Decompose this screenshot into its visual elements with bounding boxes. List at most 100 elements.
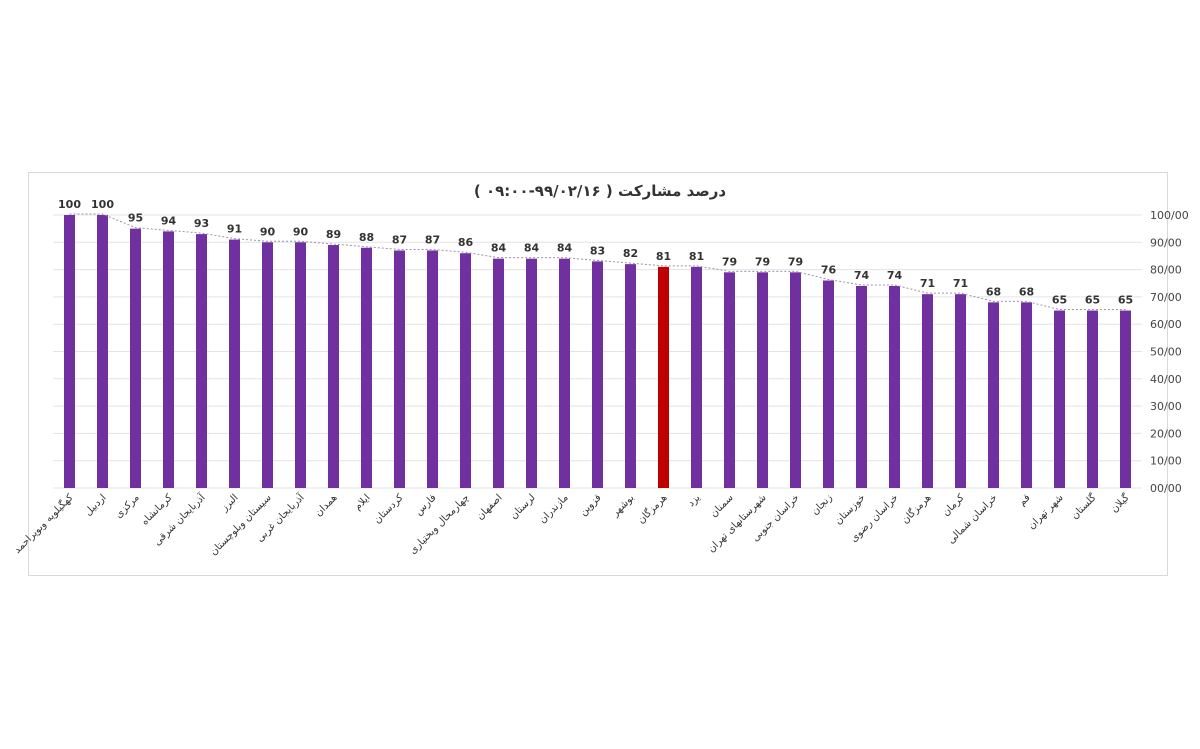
bar bbox=[658, 266, 669, 488]
bar bbox=[1021, 302, 1032, 488]
x-tick-label: همدان bbox=[313, 492, 339, 518]
x-tick-label: اصفهان bbox=[475, 492, 505, 522]
x-tick-label: ایلام bbox=[352, 492, 372, 512]
x-tick-label: لرستان bbox=[508, 492, 537, 521]
x-tick-label: هرمزگان bbox=[899, 492, 934, 527]
x-tick-label: کهگیلویه وبویراحمد bbox=[11, 491, 75, 555]
data-label: 68 bbox=[986, 285, 1001, 298]
x-tick-label: زنجان bbox=[810, 492, 835, 517]
bar bbox=[823, 280, 834, 488]
bar bbox=[97, 215, 108, 488]
y-tick-label: 100/00 bbox=[1150, 209, 1189, 222]
y-tick-label: 30/00 bbox=[1150, 400, 1182, 413]
bar bbox=[460, 253, 471, 488]
bar bbox=[1120, 310, 1131, 488]
bar bbox=[262, 242, 273, 488]
data-label: 88 bbox=[359, 231, 374, 244]
chart-title: درصد مشارکت ( ۹۹/۰۲/۱۶-۰۹:۰۰ ) bbox=[473, 182, 727, 200]
bar bbox=[955, 294, 966, 488]
data-label: 84 bbox=[524, 242, 540, 255]
bar bbox=[64, 215, 75, 488]
trend-line bbox=[69, 213, 1126, 311]
y-tick-label: 90/00 bbox=[1150, 236, 1182, 249]
data-label: 87 bbox=[425, 233, 440, 246]
bar bbox=[988, 302, 999, 488]
x-tick-label: کرمان bbox=[940, 492, 966, 518]
x-tick-label: اردبیل bbox=[83, 492, 109, 518]
data-label: 65 bbox=[1052, 294, 1067, 307]
x-tick-label: مرکزی bbox=[113, 492, 141, 520]
data-label: 84 bbox=[557, 242, 573, 255]
y-tick-label: 60/00 bbox=[1150, 318, 1182, 331]
bar bbox=[757, 272, 768, 488]
y-tick-label: 80/00 bbox=[1150, 264, 1182, 277]
bar bbox=[724, 272, 735, 488]
data-label: 79 bbox=[755, 255, 770, 268]
bar bbox=[856, 285, 867, 488]
data-label: 90 bbox=[260, 225, 276, 238]
data-label: 81 bbox=[656, 250, 671, 263]
bar bbox=[1087, 310, 1098, 488]
data-label: 87 bbox=[392, 233, 407, 246]
bar bbox=[922, 294, 933, 488]
data-label: 71 bbox=[953, 277, 968, 290]
bar bbox=[526, 258, 537, 488]
x-tick-label: فارس bbox=[413, 492, 439, 518]
x-tick-label: کردستان bbox=[372, 492, 406, 526]
x-tick-label: هرمزگان bbox=[635, 492, 670, 527]
bar bbox=[493, 258, 504, 488]
x-tick-label: قم bbox=[1017, 492, 1033, 508]
data-label: 71 bbox=[920, 277, 935, 290]
y-tick-label: 00/00 bbox=[1150, 482, 1182, 495]
x-tick-label: سیستان وبلوچستان bbox=[208, 492, 273, 557]
data-label: 82 bbox=[623, 247, 638, 260]
x-tick-label: مازندران bbox=[537, 492, 570, 525]
data-label: 74 bbox=[887, 269, 903, 282]
x-tick-label: شهرستانهای تهران bbox=[706, 492, 769, 555]
y-tick-label: 20/00 bbox=[1150, 427, 1182, 440]
bar bbox=[1054, 310, 1065, 488]
y-tick-label: 40/00 bbox=[1150, 373, 1182, 386]
x-tick-label: سمنان bbox=[708, 492, 735, 519]
bar bbox=[328, 245, 339, 488]
data-label: 83 bbox=[590, 244, 605, 257]
data-label: 90 bbox=[293, 225, 309, 238]
bar bbox=[691, 266, 702, 488]
bar bbox=[295, 242, 306, 488]
data-label: 94 bbox=[161, 214, 177, 227]
bar bbox=[559, 258, 570, 488]
data-label: 100 bbox=[91, 198, 114, 211]
data-label: 93 bbox=[194, 217, 209, 230]
data-label: 65 bbox=[1085, 294, 1100, 307]
data-label: 89 bbox=[326, 228, 341, 241]
x-tick-label: چهارمحال وبختیاری bbox=[407, 492, 471, 556]
bar bbox=[196, 234, 207, 488]
data-label: 76 bbox=[821, 264, 837, 277]
bar bbox=[394, 250, 405, 488]
data-label: 68 bbox=[1019, 285, 1034, 298]
y-tick-label: 70/00 bbox=[1150, 291, 1182, 304]
data-label: 79 bbox=[722, 255, 737, 268]
bar bbox=[889, 285, 900, 488]
x-tick-label: گلستان bbox=[1069, 491, 1099, 521]
bar bbox=[361, 247, 372, 488]
data-label: 84 bbox=[491, 242, 507, 255]
x-tick-label: گیلان bbox=[1108, 491, 1132, 515]
data-label: 81 bbox=[689, 250, 704, 263]
bar bbox=[163, 231, 174, 488]
data-label: 79 bbox=[788, 255, 803, 268]
x-tick-label: البرز bbox=[219, 492, 241, 514]
data-label: 65 bbox=[1118, 294, 1133, 307]
x-tick-label: قزوین bbox=[578, 492, 604, 518]
data-label: 91 bbox=[227, 223, 242, 236]
bar bbox=[790, 272, 801, 488]
data-label: 100 bbox=[58, 198, 81, 211]
data-label: 95 bbox=[128, 212, 143, 225]
data-label: 86 bbox=[458, 236, 474, 249]
bar bbox=[427, 250, 438, 488]
bar bbox=[592, 261, 603, 488]
y-tick-label: 50/00 bbox=[1150, 346, 1182, 359]
x-tick-label: بوشهر bbox=[609, 492, 636, 519]
x-tick-label: یزد bbox=[686, 492, 703, 509]
